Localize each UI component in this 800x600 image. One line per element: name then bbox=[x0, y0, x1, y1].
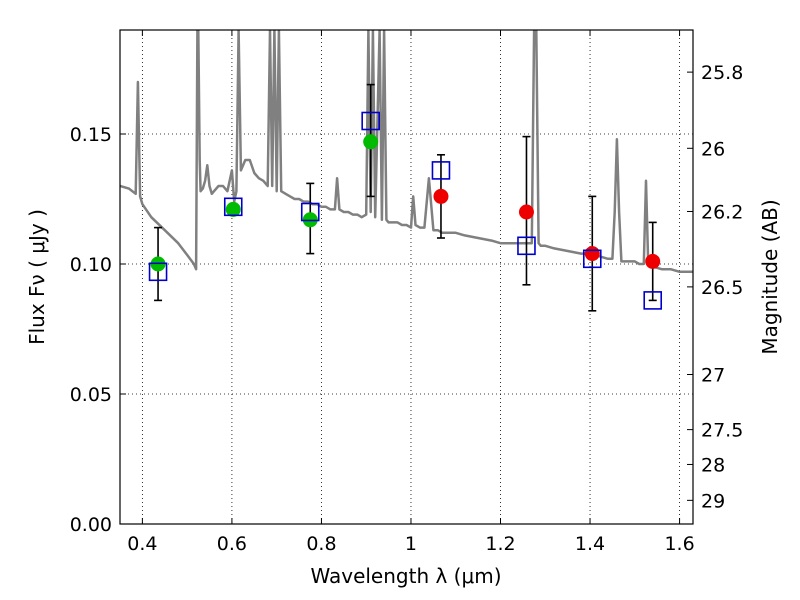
y-tick-label: 0.00 bbox=[70, 514, 112, 536]
right-tick-label: 27 bbox=[701, 365, 725, 387]
right-axis-title: Magnitude (AB) bbox=[758, 199, 782, 354]
right-axis-ticks: 25.8 26 26.2 26.5 27 27.5 28 29 bbox=[687, 62, 743, 512]
model-square-marker bbox=[582, 249, 602, 269]
right-tick-label: 26.2 bbox=[701, 201, 743, 223]
green-point bbox=[363, 134, 379, 150]
x-tick-label: 0.8 bbox=[306, 533, 336, 555]
red-point bbox=[433, 188, 449, 204]
y-tick-label: 0.10 bbox=[70, 254, 112, 276]
y-tick-label: 0.05 bbox=[70, 384, 112, 406]
x-tick-label: 1.4 bbox=[575, 533, 605, 555]
model-spectrum-line bbox=[120, 30, 693, 274]
model-square-marker bbox=[300, 202, 320, 222]
model-square-marker bbox=[148, 262, 168, 282]
model-square-marker bbox=[223, 197, 243, 217]
right-tick-label: 28 bbox=[701, 454, 725, 476]
x-tick-label: 1.6 bbox=[664, 533, 694, 555]
green-point bbox=[225, 201, 241, 217]
right-tick-label: 27.5 bbox=[701, 420, 743, 442]
right-tick-label: 26.5 bbox=[701, 277, 743, 299]
y-axis-title: Flux Fν ( μJy ) bbox=[25, 209, 49, 345]
model-square-marker bbox=[643, 291, 663, 310]
red-point bbox=[645, 253, 661, 269]
red-point bbox=[518, 204, 534, 220]
right-tick-label: 25.8 bbox=[701, 62, 743, 84]
y-tick-label: 0.15 bbox=[70, 124, 112, 146]
model-square-marker bbox=[361, 111, 380, 131]
model-square-marker bbox=[517, 236, 536, 256]
right-tick-label: 29 bbox=[701, 490, 725, 512]
model-square-marker bbox=[431, 161, 451, 180]
x-tick-label: 0.6 bbox=[217, 533, 247, 555]
plot-frame bbox=[119, 29, 694, 525]
model-spectrum bbox=[120, 30, 693, 274]
x-tick-label: 1 bbox=[405, 533, 417, 555]
x-tick-label: 0.4 bbox=[127, 533, 157, 555]
right-tick-label: 26 bbox=[701, 138, 725, 160]
data-points bbox=[148, 111, 663, 310]
x-axis-ticks: 0.4 0.6 0.8 1 1.2 1.4 1.6 bbox=[127, 30, 695, 555]
red-point bbox=[584, 246, 600, 262]
x-tick-label: 1.2 bbox=[485, 533, 515, 555]
grid bbox=[120, 30, 693, 524]
x-axis-title: Wavelength λ (μm) bbox=[310, 564, 501, 588]
y-axis-ticks: 0.00 0.05 0.10 0.15 bbox=[70, 124, 126, 536]
